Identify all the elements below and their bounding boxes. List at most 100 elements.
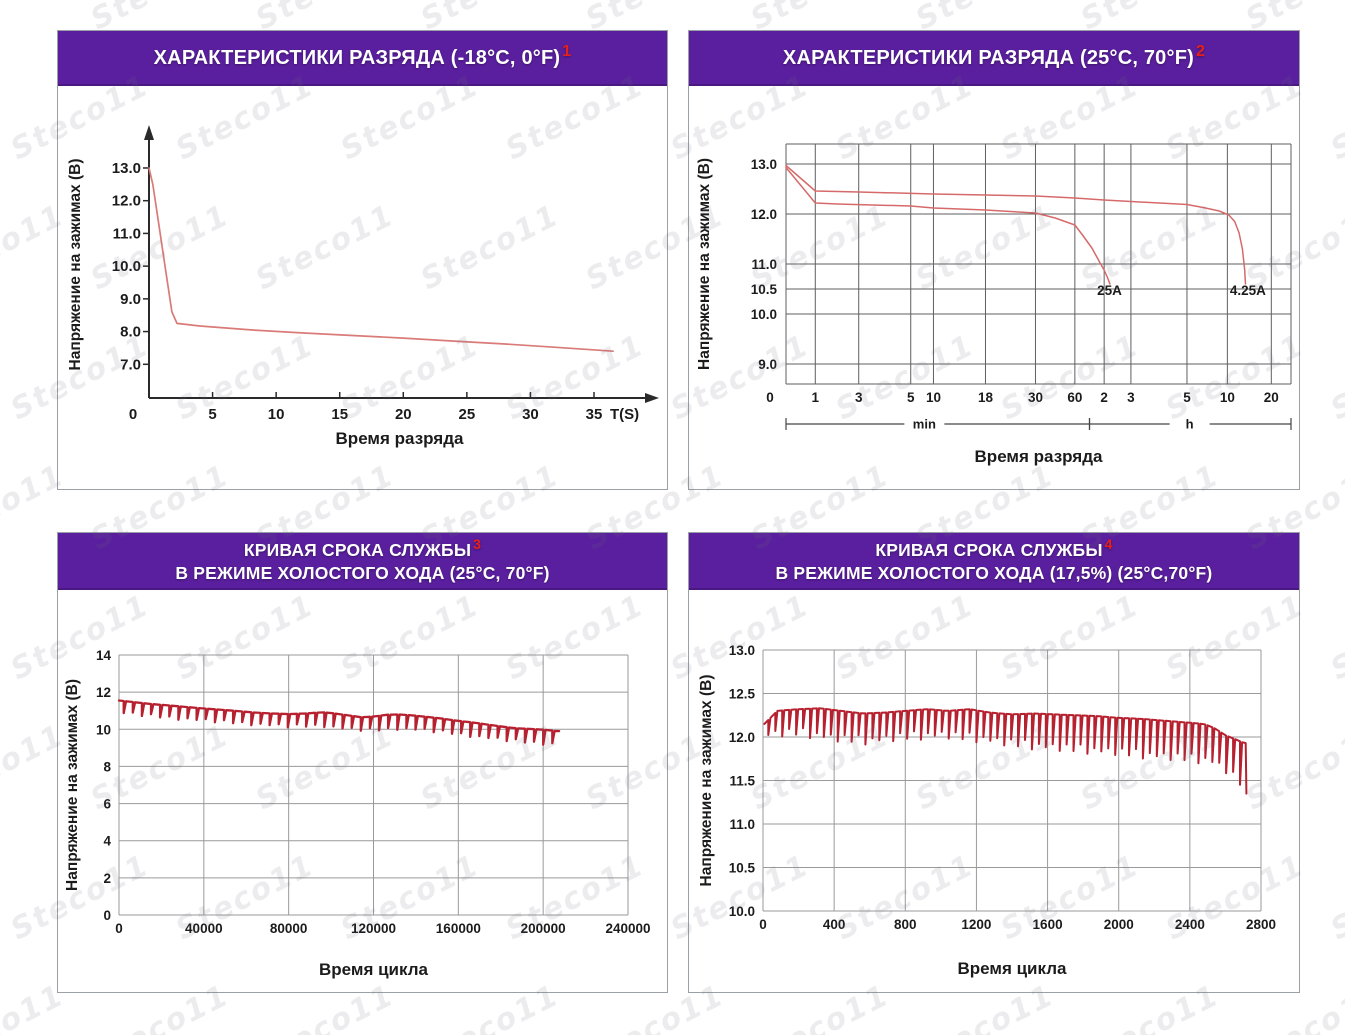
x-tick-label: 30 [1028,390,1043,405]
origin-label: 0 [766,390,774,405]
panel-3-title-line2: В РЕЖИМЕ ХОЛОСТОГО ХОДА (25°C, 70°F) [175,563,550,583]
x-tick-label: 30 [522,406,539,423]
y-tick-label: 12 [96,685,111,700]
x-tick-label: 0 [115,921,123,936]
x-tick-label: 400 [823,917,846,932]
panel-2-title: ХАРАКТЕРИСТИКИ РАЗРЯДА (25°C, 70°F) [782,47,1194,69]
y-tick-label: 10.5 [729,861,756,876]
life-cycle-curve [763,707,1248,795]
y-tick-label: 0 [103,908,111,923]
y-tick-label: 14 [96,648,112,663]
y-axis-title: Напряжение на зажимах (В) [698,675,715,887]
y-tick-label: 7.0 [120,356,141,373]
y-tick-label: 2 [103,871,111,886]
x-axis-title: Время цикла [958,959,1068,978]
x-tick-label: 120000 [351,921,396,936]
x-tick-label: 2800 [1246,917,1276,932]
x-tick-label: 25 [459,406,476,423]
x-tick-label: 5 [907,390,915,405]
chart-canvas: 0 2 4 6 8 10 12 14 0 40000 80000 120000 160000 200000… [64,648,651,979]
panel-4-header: КРИВАЯ СРОКА СЛУЖБЫ 4 В РЕЖИМЕ ХОЛОСТОГО … [689,533,1299,590]
x-tick-label: 10 [1220,390,1235,405]
x-tick-label: 5 [208,406,216,423]
x-tick-label: 2 [1100,390,1108,405]
x-tick-label: 800 [894,917,917,932]
y-tick-label: 8 [103,759,111,774]
x-tick-label: 60 [1067,390,1082,405]
watermark-text: Steco11 [1325,847,1345,948]
panel-4-title-line2: В РЕЖИМЕ ХОЛОСТОГО ХОДА (17,5%) (25°C,70… [775,563,1213,583]
x-tick-label: 35 [586,406,603,423]
x-tick-label: 80000 [270,921,308,936]
panel-discharge-cold: ХАРАКТЕРИСТИКИ РАЗРЯДА (-18°C, 0°F) 1 7.0… [57,30,668,490]
panel-3-header: КРИВАЯ СРОКА СЛУЖБЫ 3 В РЕЖИМЕ ХОЛОСТОГО … [58,533,667,590]
x-tick-label: 15 [331,406,348,423]
x-tick-label: 1200 [961,917,991,932]
discharge-cold-chart: 7.0 8.0 9.0 10.0 11.0 12.0 13.0 5 10 15 20 25 30 35 0 T… [58,86,667,496]
y-tick-label: 6 [103,797,111,812]
life-cycle-curve [117,699,561,746]
x-tick-label: 240000 [605,921,650,936]
y-tick-label: 10 [96,722,111,737]
y-tick-label: 12.5 [729,687,756,702]
x-tick-label: 10 [268,406,285,423]
y-tick-label: 12.0 [729,730,755,745]
y-tick-label: 13.0 [112,160,141,177]
25A-curve [785,166,1111,285]
panel-discharge-warm: ХАРАКТЕРИСТИКИ РАЗРЯДА (25°C, 70°F) 2 13.… [688,30,1300,490]
panel-service-life-175: КРИВАЯ СРОКА СЛУЖБЫ 4 В РЕЖИМЕ ХОЛОСТОГО … [688,532,1300,993]
y-tick-label: 11.0 [729,817,755,832]
y-axis-title: Напряжение на зажимах (В) [696,158,713,370]
y-tick-label: 12.0 [112,193,141,210]
y-tick-label: 4 [103,834,111,849]
panel-4-title-line1: КРИВАЯ СРОКА СЛУЖБЫ 4 [875,536,1113,560]
service-life-chart: 0 2 4 6 8 10 12 14 0 40000 80000 120000 160000 200000… [58,590,667,999]
y-tick-label: 12.0 [751,207,777,222]
panel-2-index: 2 [1195,43,1206,61]
y-tick-label: 10.5 [751,282,778,297]
y-tick-label: 11.5 [729,774,755,789]
time-unit-bracket-label: min [913,417,936,432]
x-axis-title: Время цикла [319,960,429,979]
y-tick-label: 9.0 [120,291,141,308]
x-axis-title: Время разряда [336,429,464,448]
y-tick-label: 8.0 [120,324,141,341]
watermark-text: Steco11 [1325,67,1345,168]
panel-1-index: 1 [562,43,572,61]
y-tick-label: 10.0 [751,307,777,322]
y-tick-label: 9.0 [758,357,777,372]
y-tick-label: 13.0 [751,157,777,172]
panel-1-header: ХАРАКТЕРИСТИКИ РАЗРЯДА (-18°C, 0°F) 1 [58,31,667,86]
x-tick-label: 10 [926,390,941,405]
x-tick-label: 2400 [1175,917,1205,932]
panel-3-title-line1: КРИВАЯ СРОКА СЛУЖБЫ 3 [243,536,482,560]
service-life-175-chart: 10.0 10.5 11.0 11.5 12.0 12.5 13.0 0 400 800 1200 1… [689,590,1299,999]
y-tick-label: 11.0 [113,225,141,242]
y-tick-label: 11.0 [751,257,777,272]
x-tick-label: 1 [812,390,820,405]
x-tick-label: 1600 [1033,917,1063,932]
discharge-warm-chart: 13.0 12.0 11.0 10.5 10.0 9.0 1 3 5 10 18 30 60 2 3 5 10 2… [689,86,1299,496]
curve-label: 4.25A [1230,283,1266,298]
chart-canvas: 13.0 12.0 11.0 10.5 10.0 9.0 1 3 5 10 18 30 60 2 3 5 10 2… [696,143,1292,466]
4.25A-curve [785,164,1247,285]
curve-label: 25A [1097,283,1122,298]
discharge-curve [148,167,614,353]
watermark-text: Steco11 [1325,327,1345,428]
y-tick-label: 13.0 [729,643,755,658]
panel-1-title: ХАРАКТЕРИСТИКИ РАЗРЯДА (-18°C, 0°F) [153,47,561,69]
y-tick-label: 10.0 [729,904,755,919]
x-tick-label: 200000 [521,921,566,936]
x-tick-label: 40000 [185,921,223,936]
y-axis-title: Напряжение на зажимах (В) [67,159,84,371]
panel-2-header: ХАРАКТЕРИСТИКИ РАЗРЯДА (25°C, 70°F) 2 [689,31,1299,86]
x-tick-label: 160000 [436,921,481,936]
time-unit-bracket-label: h [1186,417,1194,432]
y-axis-title: Напряжение на зажимах (В) [64,679,81,891]
y-tick-label: 10.0 [112,258,141,275]
x-tick-label: 20 [1264,390,1279,405]
x-tick-label: 3 [855,390,863,405]
chart-canvas: 10.0 10.5 11.0 11.5 12.0 12.5 13.0 0 400 800 1200 1… [698,643,1276,978]
watermark-text: Steco11 [1325,587,1345,688]
panel-3-index: 3 [473,536,482,553]
